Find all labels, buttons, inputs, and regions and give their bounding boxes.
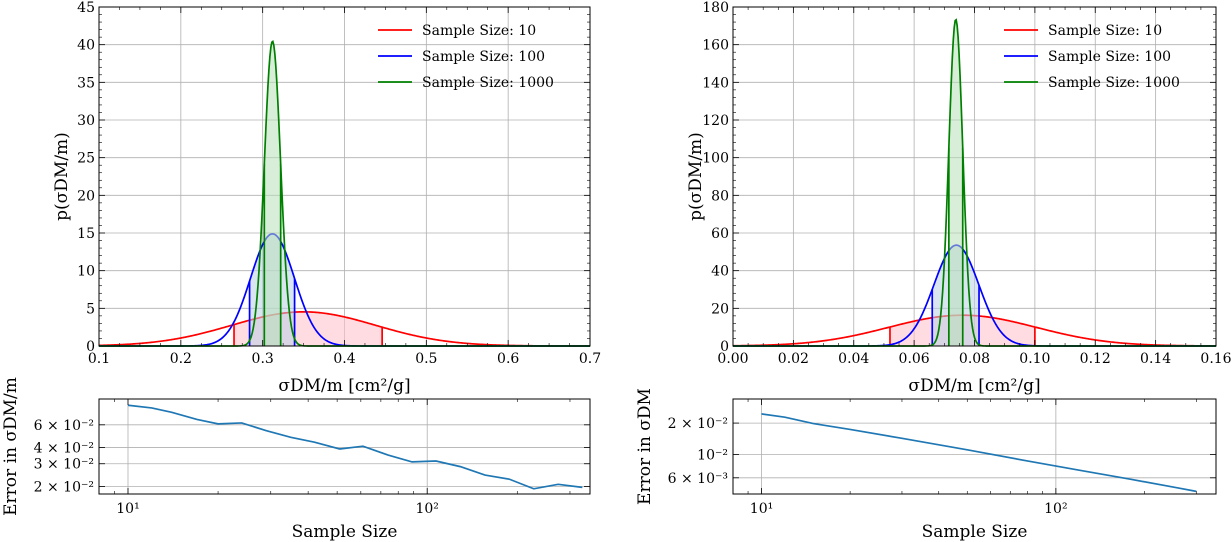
x-tick-label: 0.08 [959,351,990,367]
x-tick-label: 0.4 [333,351,355,367]
legend: Sample Size: 10 Sample Size: 100 Sample Si… [1004,23,1180,91]
y-axis-label: Error in σDM/m [1,377,21,516]
y-axis-label: p(σDM/m) [686,132,706,221]
x-tick-label: 0.12 [1080,351,1111,367]
x-tick-label: 0.3 [252,351,274,367]
y-tick-label: 100 [702,151,729,167]
y-axis-label: p(σDM/m) [52,132,72,221]
axes-frame [732,398,1217,495]
y-tick-label: 15 [77,226,95,242]
x-axis-label: Sample Size [922,522,1028,542]
y-tick-label: 35 [77,75,95,91]
x-tick-label: 0.02 [778,351,809,367]
y-tick-label: 25 [77,151,95,167]
y-tick-label: 80 [711,188,729,204]
x-axis-label: σDM/m [cm²/g] [278,376,410,396]
x-tick-label: 0.00 [717,351,748,367]
x-tick-label: 0.10 [1019,351,1050,367]
y-tick-label: 20 [77,188,95,204]
x-tick-label: 10¹ [116,501,139,517]
y-tick-label: 40 [77,38,95,54]
y-tick-label: 6 × 10⁻² [34,418,94,434]
y-tick-label: 60 [711,226,729,242]
x-tick-label: 0.16 [1200,351,1231,367]
y-tick-label: 0 [86,339,95,355]
x-tick-label: 0.1 [88,351,110,367]
y-tick-label: 30 [77,113,95,129]
y-tick-label: 20 [711,301,729,317]
x-axis-label: Sample Size [292,522,398,542]
y-tick-label: 2 × 10⁻² [34,480,94,496]
right-bottom-panel: 10¹ 10² 6 × 10⁻³ 10⁻² 2 × 10⁻² Sample Size Err… [635,388,1217,542]
y-axis-label: Error in σDM [635,388,655,505]
right-top-panel: 0.00 0.02 0.04 0.06 0.08 0.10 0.12 0.14 0.16 0 20 4… [686,0,1232,396]
x-tick-label: 0.06 [899,351,930,367]
legend-label: Sample Size: 1000 [1048,75,1180,91]
x-tick-label: 0.2 [170,351,192,367]
y-tick-label: 10⁻² [697,448,728,464]
error-line [761,413,1197,493]
x-tick-label: 0.14 [1140,351,1171,367]
y-tick-label: 10 [77,264,95,280]
x-tick-label: 10² [415,501,438,517]
y-tick-label: 6 × 10⁻³ [668,471,728,487]
left-bottom-panel: 10¹ 10² 2 × 10⁻² 3 × 10⁻²4 × 10⁻² 6 × 10⁻² Sa… [1,377,591,542]
x-tick-label: 10² [1044,501,1067,517]
x-tick-label: 10¹ [750,501,773,517]
ci-fill-region [264,41,281,346]
y-tick-label: 40 [711,264,729,280]
legend-label: Sample Size: 100 [422,49,545,65]
y-tick-label: 0 [720,339,729,355]
y-tick-label: 45 [77,0,95,16]
x-tick-label: 0.04 [838,351,869,367]
legend-label: Sample Size: 10 [1048,23,1162,39]
left-top-panel: 0.1 0.2 0.3 0.4 0.5 0.6 0.7 0 5 10 15 20 25 30 35 40 45 σ… [52,0,601,396]
legend-label: Sample Size: 100 [1048,49,1171,65]
y-tick-label: 180 [702,0,729,16]
y-tick-label: 140 [702,75,729,91]
y-tick-label: 4 × 10⁻² [34,441,94,457]
legend: Sample Size: 10 Sample Size: 100 Sample Si… [378,23,554,91]
error-line [127,404,583,490]
y-tick-label: 160 [702,38,729,54]
x-tick-label: 0.7 [579,351,601,367]
ci-fill-region [948,19,963,347]
y-tick-label: 2 × 10⁻² [668,416,728,432]
x-axis-label: σDM/m [cm²/g] [908,376,1040,396]
x-tick-label: 0.6 [497,351,519,367]
x-tick-label: 0.5 [415,351,437,367]
axes-frame [98,398,591,495]
legend-label: Sample Size: 10 [422,23,536,39]
y-tick-label: 3 × 10⁻² [34,457,94,473]
y-tick-label: 120 [702,113,729,129]
legend-label: Sample Size: 1000 [422,75,554,91]
y-tick-label: 5 [86,301,95,317]
